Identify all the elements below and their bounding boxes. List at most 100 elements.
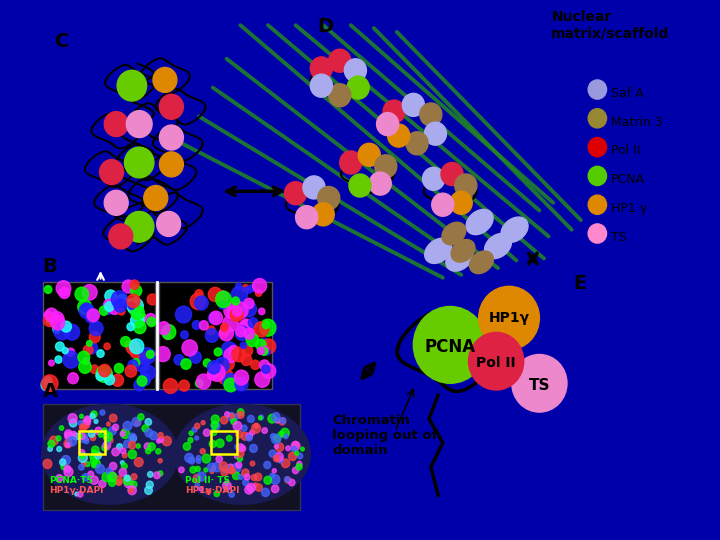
Circle shape bbox=[383, 100, 405, 123]
Circle shape bbox=[49, 360, 54, 366]
Circle shape bbox=[150, 431, 158, 440]
Circle shape bbox=[119, 468, 127, 476]
Circle shape bbox=[195, 467, 200, 471]
Circle shape bbox=[211, 429, 217, 435]
Circle shape bbox=[222, 481, 231, 490]
Circle shape bbox=[208, 313, 220, 324]
Text: HP1γ: HP1γ bbox=[489, 311, 529, 325]
Circle shape bbox=[78, 300, 91, 314]
Circle shape bbox=[112, 374, 124, 387]
Circle shape bbox=[237, 450, 244, 457]
Circle shape bbox=[48, 440, 55, 448]
Circle shape bbox=[228, 464, 233, 470]
Text: TS: TS bbox=[611, 231, 627, 244]
Circle shape bbox=[206, 489, 211, 494]
Circle shape bbox=[238, 474, 243, 480]
Circle shape bbox=[260, 319, 276, 336]
Circle shape bbox=[219, 326, 233, 341]
Circle shape bbox=[157, 212, 181, 237]
Circle shape bbox=[329, 49, 351, 72]
Circle shape bbox=[254, 424, 258, 428]
Circle shape bbox=[134, 321, 146, 334]
Circle shape bbox=[271, 434, 276, 439]
Circle shape bbox=[64, 465, 71, 472]
Circle shape bbox=[109, 427, 117, 435]
Circle shape bbox=[220, 329, 228, 338]
Circle shape bbox=[125, 340, 133, 348]
Circle shape bbox=[138, 352, 150, 364]
Circle shape bbox=[86, 342, 98, 354]
Circle shape bbox=[84, 345, 93, 355]
Circle shape bbox=[424, 122, 446, 145]
Circle shape bbox=[135, 420, 140, 426]
Circle shape bbox=[131, 474, 137, 480]
Circle shape bbox=[147, 318, 156, 327]
Circle shape bbox=[217, 291, 228, 303]
Circle shape bbox=[282, 459, 289, 468]
Circle shape bbox=[189, 431, 194, 435]
Circle shape bbox=[158, 471, 163, 476]
Circle shape bbox=[233, 422, 242, 430]
Circle shape bbox=[127, 298, 143, 315]
Circle shape bbox=[235, 444, 240, 449]
Circle shape bbox=[588, 195, 606, 214]
Circle shape bbox=[148, 471, 153, 477]
Ellipse shape bbox=[501, 217, 528, 242]
Circle shape bbox=[84, 437, 88, 441]
Circle shape bbox=[212, 462, 222, 472]
Circle shape bbox=[145, 487, 153, 494]
Circle shape bbox=[211, 421, 218, 429]
Circle shape bbox=[258, 308, 265, 315]
Circle shape bbox=[158, 322, 170, 335]
Circle shape bbox=[261, 348, 268, 355]
Circle shape bbox=[194, 423, 200, 429]
Circle shape bbox=[158, 458, 162, 463]
Circle shape bbox=[83, 357, 89, 365]
Circle shape bbox=[235, 414, 240, 419]
Circle shape bbox=[340, 151, 362, 174]
Circle shape bbox=[387, 124, 410, 147]
Circle shape bbox=[242, 285, 249, 292]
Circle shape bbox=[230, 414, 234, 418]
Circle shape bbox=[228, 413, 235, 421]
Circle shape bbox=[251, 424, 261, 433]
Circle shape bbox=[212, 467, 215, 471]
Circle shape bbox=[284, 181, 307, 205]
Circle shape bbox=[99, 364, 111, 377]
Circle shape bbox=[81, 424, 85, 429]
Circle shape bbox=[140, 348, 156, 364]
Circle shape bbox=[349, 174, 371, 197]
Circle shape bbox=[199, 487, 203, 491]
Circle shape bbox=[129, 488, 133, 493]
Circle shape bbox=[136, 444, 140, 448]
Circle shape bbox=[301, 447, 305, 451]
Circle shape bbox=[264, 476, 271, 484]
Circle shape bbox=[89, 332, 100, 343]
Circle shape bbox=[91, 411, 97, 417]
Circle shape bbox=[92, 460, 100, 468]
Circle shape bbox=[99, 433, 102, 437]
Circle shape bbox=[195, 483, 199, 488]
Circle shape bbox=[90, 435, 96, 441]
Circle shape bbox=[79, 303, 94, 319]
Circle shape bbox=[124, 440, 131, 448]
Circle shape bbox=[235, 377, 248, 391]
Circle shape bbox=[210, 469, 214, 474]
Circle shape bbox=[318, 186, 340, 210]
Text: Pol II· TS: Pol II· TS bbox=[185, 476, 230, 485]
Circle shape bbox=[57, 447, 62, 451]
Circle shape bbox=[235, 310, 244, 320]
Circle shape bbox=[109, 462, 117, 470]
Circle shape bbox=[128, 441, 136, 449]
Ellipse shape bbox=[466, 210, 493, 234]
Circle shape bbox=[242, 469, 249, 476]
Circle shape bbox=[236, 326, 246, 337]
Circle shape bbox=[216, 291, 231, 307]
Circle shape bbox=[249, 285, 256, 292]
Circle shape bbox=[220, 462, 228, 471]
Text: Nuclear
matrix/scaffold: Nuclear matrix/scaffold bbox=[552, 10, 670, 40]
Circle shape bbox=[122, 429, 126, 433]
Circle shape bbox=[104, 112, 128, 137]
Circle shape bbox=[104, 369, 111, 375]
Circle shape bbox=[207, 326, 215, 335]
